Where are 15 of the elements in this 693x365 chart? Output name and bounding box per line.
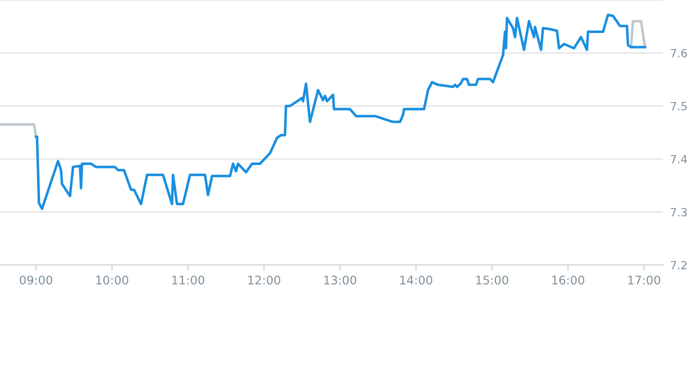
x-tick-label: 14:00 [400,276,432,285]
x-tick-label: 15:00 [476,276,508,285]
y-tick-label: 7.5 [670,102,687,110]
x-tick-label: 13:00 [324,276,356,285]
x-tick-label: 10:00 [96,276,128,285]
x-tick-label: 16:00 [552,276,584,285]
x-tick-label: 12:00 [248,276,280,285]
x-tick-label: 09:00 [20,276,52,285]
y-tick-label: 7.2 [670,260,686,270]
x-tick-label: 17:00 [628,276,660,285]
y-tick-label: 7.6 [670,48,687,58]
y-tick-label: 7.4 [670,155,687,164]
x-tick-label: 11:00 [172,276,204,285]
y-tick-label: 7.3 [670,208,687,216]
line-series [34,14,646,210]
